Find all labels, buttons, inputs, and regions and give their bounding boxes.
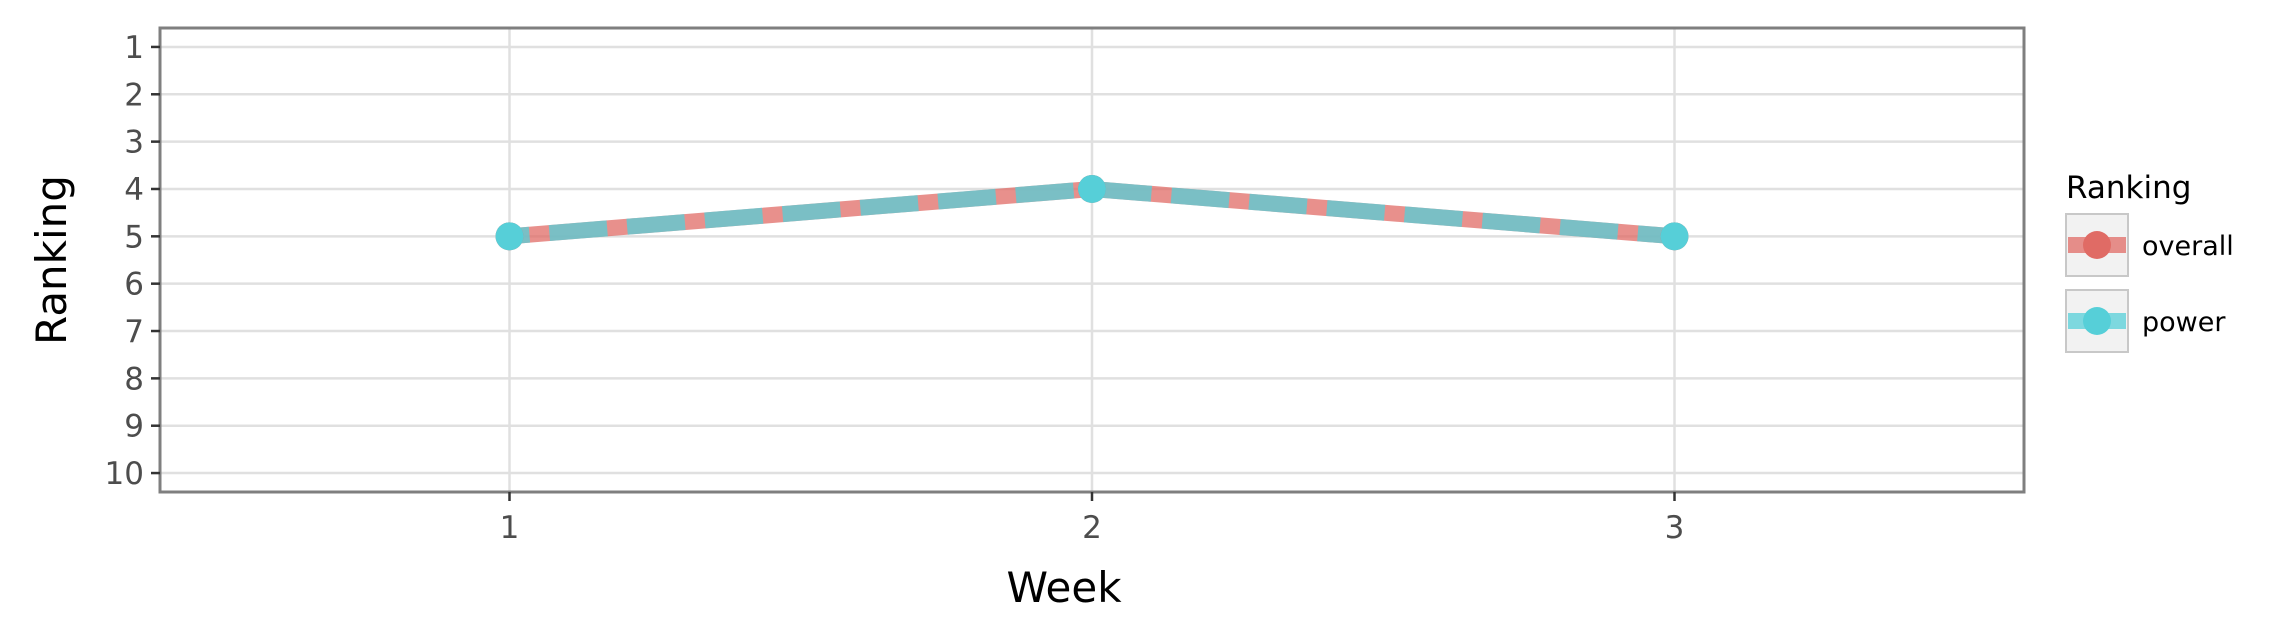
legend: Ranking overall power (2065, 170, 2234, 353)
x-tick-label: 3 (1665, 510, 1685, 546)
y-axis: 1 2 3 4 5 6 7 8 9 10 (105, 30, 160, 492)
grid-lines (160, 28, 2024, 492)
data-point-power (1078, 174, 1106, 203)
y-tick-label: 6 (124, 267, 144, 303)
x-tick-label: 1 (500, 510, 520, 546)
legend-marker-power (2083, 307, 2111, 335)
y-tick-label: 9 (124, 409, 144, 445)
x-tick-label: 2 (1082, 510, 1102, 546)
y-tick-label: 1 (124, 30, 144, 66)
legend-marker-overall (2083, 231, 2111, 259)
legend-label-power: power (2142, 307, 2226, 338)
data-point-power (495, 222, 524, 251)
data-point-power (1660, 222, 1689, 251)
legend-title: Ranking (2066, 170, 2191, 206)
legend-label-overall: overall (2142, 231, 2234, 262)
y-tick-label: 5 (124, 219, 144, 255)
y-tick-label: 8 (124, 361, 144, 397)
y-tick-label: 7 (124, 314, 144, 350)
y-axis-title: Ranking (27, 175, 76, 345)
y-tick-label: 4 (124, 172, 144, 208)
y-tick-label: 2 (124, 77, 144, 113)
series-layer (495, 174, 1689, 251)
x-axis-title: Week (1006, 563, 1122, 612)
y-tick-label: 10 (105, 456, 144, 492)
y-tick-label: 3 (124, 125, 144, 161)
x-axis: 1 2 3 (500, 492, 1685, 546)
